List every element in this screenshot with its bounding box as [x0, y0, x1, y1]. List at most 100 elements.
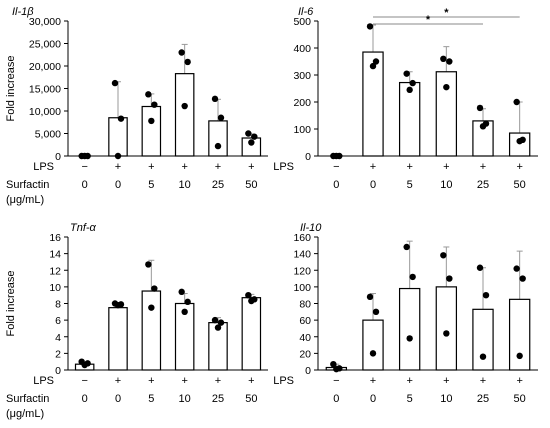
- panel1-surfactin-value: 10: [179, 179, 191, 191]
- panel2-title: Il-6: [298, 6, 314, 18]
- panel3-y-tick-label: 6: [55, 315, 61, 327]
- panel1-bar: [141, 105, 162, 157]
- panel2-data-point: [476, 104, 484, 112]
- panel4-surfactin-value: 0: [333, 393, 339, 405]
- panel1-lps-value: +: [148, 161, 154, 173]
- panel3-row-label-lps: LPS: [33, 375, 54, 387]
- panel2-significance-marker: *: [426, 14, 431, 26]
- panel2-data-point: [409, 79, 416, 87]
- panel3-data-point: [214, 324, 222, 331]
- panel4-bar: [435, 286, 458, 371]
- panel2-y-tick-label: 200: [293, 97, 311, 109]
- panel4-data-point: [330, 360, 337, 368]
- panel3-data-point: [81, 361, 88, 369]
- panel3-y-axis-label: Fold increase: [5, 270, 17, 336]
- panel1-y-axis-label: Fold increase: [5, 55, 17, 121]
- panel4-row-label-lps: LPS: [273, 375, 294, 387]
- panel3-surfactin-value: 50: [245, 393, 257, 405]
- panel2-surfactin-value: 10: [440, 179, 452, 191]
- panel2-lps-value: −: [333, 161, 339, 173]
- panel1-bar: [174, 73, 195, 157]
- panel3-y-tick-label: 16: [49, 232, 61, 244]
- panel2-y-tick-label: 0: [305, 151, 311, 163]
- panel2-data-point: [403, 70, 410, 77]
- panel3-bar: [141, 290, 162, 371]
- panel4-y-tick-label: 40: [299, 332, 311, 344]
- panel3-y-tick-label: 10: [49, 282, 61, 294]
- panel3-lps-value: +: [181, 375, 187, 387]
- panel2-lps-value: +: [480, 161, 486, 173]
- panel4-lps-value: +: [516, 375, 522, 387]
- panel4-data-point: [482, 291, 490, 299]
- panel4-data-point: [409, 273, 416, 281]
- panel1-y-tick-label: 10,000: [29, 106, 61, 118]
- panel3-data-point: [114, 301, 122, 309]
- panel3-data-point: [148, 304, 155, 311]
- panel4-bar: [398, 287, 421, 371]
- panel1-surfactin-value: 5: [148, 179, 154, 191]
- panel4-y-tick-label: 0: [305, 365, 311, 377]
- panel3-data-point: [245, 291, 252, 299]
- panel2-lps-value: +: [370, 161, 376, 173]
- panel3-title: Tnf-α: [70, 222, 97, 234]
- panel4-y-tick-label: 100: [293, 282, 311, 294]
- panel4-data-point: [440, 252, 447, 259]
- panel1-surfactin-value: 0: [82, 179, 88, 191]
- panel4-data-point: [369, 350, 377, 357]
- panel2-bar: [508, 132, 531, 157]
- panel4-title: Il-10: [300, 222, 322, 234]
- panel1-lps-value: +: [215, 161, 221, 173]
- panel1-data-point: [184, 58, 191, 66]
- panel3-bar: [108, 307, 128, 371]
- panel4-y-tick-label: 140: [293, 249, 311, 261]
- panel2-data-point: [443, 83, 450, 91]
- panel4-data-point: [516, 352, 523, 360]
- panel3-bar: [241, 297, 262, 371]
- panel3-lps-value: +: [148, 375, 154, 387]
- panel3-row-label-surfactin: Surfactin: [6, 393, 49, 405]
- panel1-row-label-unit: (μg/mL): [6, 194, 44, 206]
- panel2-y-tick-label: 400: [293, 43, 311, 55]
- panel3-data-point: [248, 297, 255, 305]
- panel1-row-label-surfactin: Surfactin: [6, 179, 49, 191]
- panel3-y-tick-label: 4: [55, 332, 61, 344]
- panel4-data-point: [476, 264, 484, 271]
- panel3-lps-value: +: [215, 375, 221, 387]
- panel3-data-point: [145, 261, 152, 268]
- panel2-data-point: [372, 58, 380, 65]
- panel4-surfactin-value: 10: [440, 393, 452, 405]
- panel2-data-point: [446, 58, 453, 65]
- panel2-lps-value: +: [443, 161, 449, 173]
- panel3-y-tick-label: 2: [55, 348, 61, 360]
- panel4-lps-value: +: [406, 375, 412, 387]
- panel2-data-point: [513, 98, 520, 106]
- panel4-lps-value: +: [370, 375, 376, 387]
- panel4-y-tick-label: 80: [299, 299, 311, 311]
- panel2-y-tick-label: 500: [293, 16, 311, 28]
- panel1-y-tick-label: 25,000: [29, 39, 61, 51]
- panel2-y-tick-label: 300: [293, 70, 311, 82]
- panel3-data-point: [151, 285, 158, 292]
- panel1-data-point: [145, 91, 152, 98]
- panel4-bar: [362, 319, 384, 371]
- panel3-surfactin-value: 25: [212, 393, 224, 405]
- panel1-y-tick-label: 30,000: [29, 16, 61, 28]
- panel3-y-tick-label: 0: [55, 365, 61, 377]
- panel3-y-tick-label: 12: [49, 265, 61, 277]
- panel4-data-point: [333, 365, 340, 373]
- panel1-bar: [208, 120, 228, 157]
- panel1-surfactin-value: 50: [245, 179, 257, 191]
- panel3-lps-value: +: [115, 375, 121, 387]
- panel1-data-point: [248, 139, 255, 146]
- panel2-data-point: [366, 23, 374, 30]
- panel3-data-point: [217, 319, 225, 326]
- panel1-data-point: [148, 117, 155, 125]
- panel4-data-point: [443, 330, 450, 337]
- panel3-data-point: [181, 308, 188, 316]
- panel4-y-tick-label: 60: [299, 315, 311, 327]
- panel1-bar: [108, 117, 128, 157]
- panel2-data-point: [406, 86, 413, 94]
- panel1-surfactin-value: 25: [212, 179, 224, 191]
- panel4-lps-value: +: [443, 375, 449, 387]
